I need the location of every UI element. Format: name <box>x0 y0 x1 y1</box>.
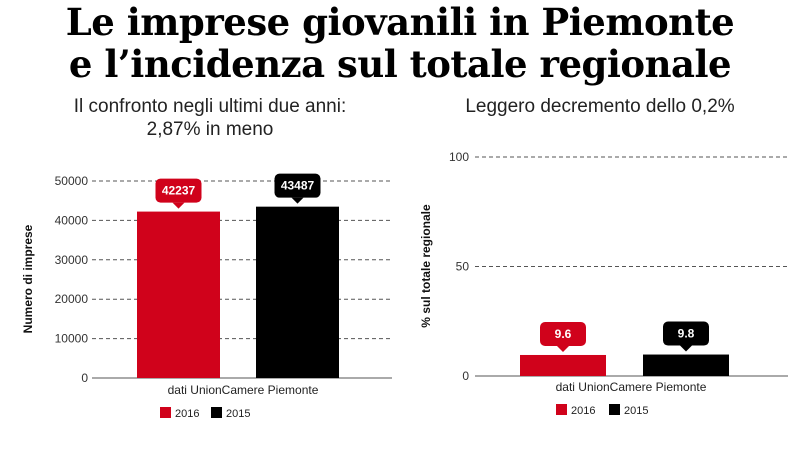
chart-1-data-label-bubble-2015 <box>274 173 321 198</box>
chart-1-legend-swatch-2015 <box>211 407 222 418</box>
chart-2-y-tick-label: 100 <box>449 150 469 164</box>
chart-1-data-label-pointer-2016 <box>172 202 185 209</box>
chart-1-data-label-2015: 43487 <box>281 179 315 193</box>
chart-2-data-label-pointer-2015 <box>680 345 692 352</box>
chart-2-subtitle: Leggero decremento dello 0,2% <box>420 95 780 118</box>
chart-2-data-label-2016: 9.6 <box>555 327 572 341</box>
chart-1-subtitle: Il confronto negli ultimi due anni: 2,87… <box>20 95 400 141</box>
chart-1-y-tick-label: 10000 <box>55 332 89 346</box>
chart-2-bar-2015 <box>643 354 729 376</box>
chart-2-bar-2016 <box>520 354 606 376</box>
chart-1-y-tick-label: 40000 <box>55 213 89 227</box>
chart-2-data-label-bubble-2016 <box>540 321 586 346</box>
chart-2-subtitle-line-1: Leggero decremento dello 0,2% <box>465 96 735 117</box>
chart-2-legend-swatch-2016 <box>556 404 567 415</box>
main-title-line-1: Le imprese giovanili in Piemonte <box>65 0 735 44</box>
chart-1-y-axis-label: Numero di imprese <box>21 224 35 333</box>
chart-1-bar-2016 <box>137 211 220 378</box>
chart-2-y-tick-label: 50 <box>456 260 470 274</box>
chart-1-data-label-pointer-2015 <box>291 197 304 204</box>
chart-1-y-tick-label: 30000 <box>55 253 89 267</box>
chart-1-y-tick-label: 20000 <box>55 292 89 306</box>
chart-2-legend-swatch-2015 <box>609 404 620 415</box>
chart-1-data-label-2016: 42237 <box>162 184 196 198</box>
chart-2-y-axis-label: % sul totale regionale <box>419 204 433 328</box>
chart-2-legend-label-2016: 2016 <box>571 405 595 417</box>
chart-2-y-tick-label: 0 <box>462 369 469 383</box>
chart-1-data-label-bubble-2016 <box>155 178 202 203</box>
chart-2-x-axis-label: dati UnionCamere Piemonte <box>556 380 707 394</box>
chart-2-data-label-pointer-2016 <box>557 345 569 352</box>
chart-1-bar-2015 <box>256 206 339 378</box>
chart-1-legend-label-2016: 2016 <box>175 408 199 420</box>
main-title-line-2: e l’incidenza sul totale regionale <box>68 42 732 86</box>
chart-1-legend-label-2015: 2015 <box>226 408 250 420</box>
chart-1-subtitle-line-2: 2,87% in meno <box>146 119 274 140</box>
chart-2-legend-label-2015: 2015 <box>624 405 648 417</box>
chart-2-data-label-2015: 9.8 <box>678 327 695 341</box>
chart-1-y-tick-label: 0 <box>81 371 88 385</box>
chart-1-subtitle-line-1: Il confronto negli ultimi due anni: <box>73 96 347 117</box>
chart-1-x-axis-label: dati UnionCamere Piemonte <box>168 383 319 397</box>
chart-2-data-label-bubble-2015 <box>663 321 709 346</box>
chart-1-legend-swatch-2016 <box>160 407 171 418</box>
chart-1-y-tick-label: 50000 <box>55 174 89 188</box>
